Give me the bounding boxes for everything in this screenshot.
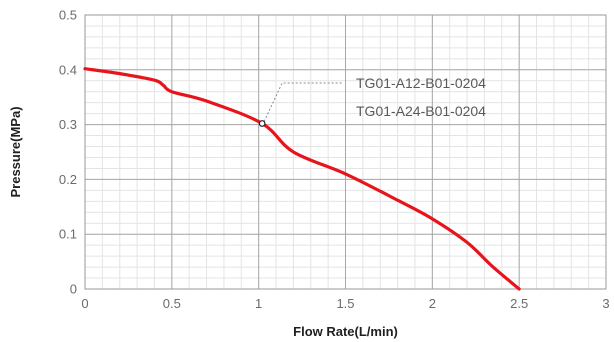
x-tick-label: 0 — [81, 296, 88, 311]
y-tick-label: 0.4 — [59, 62, 77, 77]
x-axis-title: Flow Rate(L/min) — [293, 324, 398, 339]
y-tick-label: 0.3 — [59, 117, 77, 132]
major-grid — [84, 14, 607, 290]
y-tick-label: 0.1 — [59, 227, 77, 242]
x-tick-label: 1 — [255, 296, 262, 311]
annotation-label-2: TG01-A24-B01-0204 — [356, 103, 486, 119]
x-tick-label: 2.5 — [510, 296, 528, 311]
y-tick-label: 0 — [70, 282, 77, 297]
y-tick-label: 0.2 — [59, 172, 77, 187]
annotation-point-marker — [258, 120, 266, 127]
x-tick-label: 1.5 — [336, 296, 354, 311]
x-tick-label: 3 — [602, 296, 609, 311]
y-tick-label: 0.5 — [59, 8, 77, 23]
x-tick-label: 2 — [429, 296, 436, 311]
plot-frame — [84, 14, 607, 290]
x-tick-labels: 0 0.5 1 1.5 2 2.5 3 — [81, 296, 609, 311]
x-tick-label: 0.5 — [163, 296, 181, 311]
series-line — [83, 67, 521, 291]
y-axis-title: Pressure(MPa) — [8, 106, 23, 197]
annotation-label-1: TG01-A12-B01-0204 — [356, 75, 486, 91]
y-tick-labels: 0 0.1 0.2 0.3 0.4 0.5 — [59, 8, 77, 297]
